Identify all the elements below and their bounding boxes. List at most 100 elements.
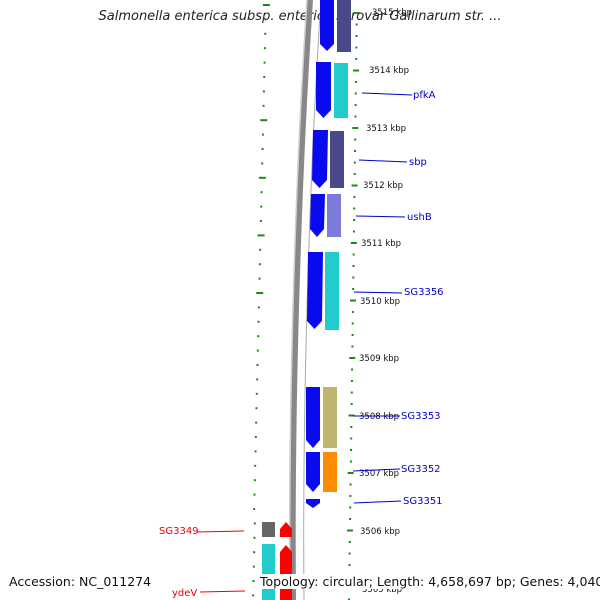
gc-tick bbox=[262, 90, 265, 93]
scale-tick bbox=[352, 265, 355, 267]
tick-label-3510: 3510 kbp bbox=[360, 297, 400, 307]
map-title: Salmonella enterica subsp. enterica sero… bbox=[98, 9, 502, 24]
cog-block[interactable] bbox=[325, 252, 339, 330]
cog-block[interactable] bbox=[337, 0, 351, 52]
gc-tick bbox=[252, 594, 255, 597]
gc-tick bbox=[256, 349, 259, 352]
gc-tick bbox=[264, 32, 267, 35]
accession-text: Accession: NC_011274 bbox=[8, 574, 153, 589]
gene-label-sbp[interactable]: sbp bbox=[409, 157, 427, 168]
gene-arrow[interactable] bbox=[312, 130, 328, 188]
gc-tick bbox=[262, 4, 270, 6]
gc-tick bbox=[261, 162, 264, 165]
kbp-scale bbox=[346, 12, 360, 600]
scale-tick bbox=[350, 403, 353, 405]
gc-tick bbox=[254, 450, 257, 453]
gene-label-ydeV[interactable]: ydeV bbox=[172, 588, 197, 599]
tick-label-3513: 3513 kbp bbox=[366, 124, 406, 134]
gc-tick bbox=[255, 392, 258, 395]
tick-label-3511: 3511 kbp bbox=[361, 239, 401, 249]
gc-tick bbox=[259, 220, 262, 222]
scale-tick bbox=[354, 92, 357, 95]
scale-tick bbox=[348, 564, 351, 566]
tick-label-3506: 3506 kbp bbox=[360, 527, 400, 537]
gc-tick bbox=[263, 47, 266, 50]
scale-tick bbox=[351, 184, 358, 187]
gc-tick bbox=[260, 205, 263, 208]
gc-tick bbox=[255, 421, 258, 424]
gc-tick bbox=[264, 18, 267, 21]
scale-tick bbox=[349, 483, 352, 486]
tick-label-3505: 3505 kbp bbox=[362, 585, 402, 595]
gc-tick bbox=[254, 464, 257, 467]
scale-tick bbox=[348, 552, 351, 555]
scale-tick bbox=[351, 368, 354, 371]
gc-tick bbox=[254, 436, 257, 438]
cog-block[interactable] bbox=[262, 544, 275, 600]
gene-label-SG3351[interactable]: SG3351 bbox=[403, 496, 443, 507]
scale-tick bbox=[350, 437, 353, 440]
tick-label-3512: 3512 kbp bbox=[363, 181, 403, 191]
tick-label-3508: 3508 kbp bbox=[359, 412, 399, 422]
gene-label-SG3352[interactable]: SG3352 bbox=[401, 464, 441, 475]
scale-tick bbox=[348, 598, 351, 600]
gc-tick bbox=[263, 76, 266, 78]
scale-tick bbox=[350, 299, 357, 302]
scale-tick bbox=[349, 506, 352, 509]
scale-tick bbox=[354, 150, 356, 152]
scale-tick bbox=[347, 472, 354, 474]
gene-label-ushB[interactable]: ushB bbox=[407, 212, 432, 223]
gene-arrow[interactable] bbox=[310, 194, 325, 237]
gene-labels: pfkA sbp ushB SG3356 SG3353 SG3352 SG335… bbox=[159, 90, 444, 599]
gc-tick bbox=[260, 119, 268, 122]
scale-tick bbox=[348, 541, 351, 543]
gene-arrow[interactable] bbox=[306, 452, 320, 492]
cog-block[interactable] bbox=[262, 522, 275, 537]
gene-arrow[interactable] bbox=[280, 545, 292, 600]
cog-block[interactable] bbox=[323, 452, 337, 492]
scale-tick bbox=[349, 357, 356, 359]
scale-tick bbox=[353, 69, 360, 72]
gc-tick bbox=[255, 407, 258, 410]
gene-arrow[interactable] bbox=[306, 387, 320, 448]
gene-arrow[interactable] bbox=[316, 62, 331, 118]
cog-block[interactable] bbox=[323, 387, 337, 448]
gene-arrow[interactable] bbox=[320, 0, 334, 51]
kbp-tick-labels: 3515 kbp 3514 kbp 3513 kbp 3512 kbp 3511… bbox=[359, 8, 412, 595]
tick-label-3507: 3507 kbp bbox=[359, 469, 399, 479]
scale-tick bbox=[352, 276, 355, 279]
gc-tick bbox=[258, 263, 261, 266]
cog-block[interactable] bbox=[334, 63, 348, 118]
gene-arrow[interactable] bbox=[306, 499, 320, 508]
gene-label-pfkA[interactable]: pfkA bbox=[413, 90, 436, 101]
gene-arrow[interactable] bbox=[280, 522, 292, 537]
gene-label-SG3349[interactable]: SG3349 bbox=[159, 526, 199, 537]
scale-tick bbox=[353, 161, 356, 164]
scale-tick bbox=[355, 35, 358, 37]
scale-tick bbox=[350, 391, 353, 394]
gc-tick bbox=[253, 479, 256, 482]
gc-tick bbox=[260, 191, 263, 194]
scale-tick bbox=[354, 115, 357, 118]
gc-tick bbox=[253, 493, 256, 496]
gene-arrow[interactable] bbox=[307, 252, 323, 329]
scale-tick bbox=[353, 196, 356, 198]
gene-label-SG3353[interactable]: SG3353 bbox=[401, 411, 441, 422]
scale-tick bbox=[350, 449, 353, 451]
scale-tick bbox=[353, 12, 360, 14]
scale-tick bbox=[354, 81, 357, 83]
cog-block[interactable] bbox=[330, 131, 344, 188]
gc-tick bbox=[263, 61, 266, 64]
gc-tick bbox=[253, 536, 256, 539]
scale-tick bbox=[353, 173, 356, 175]
gc-tick bbox=[253, 522, 256, 525]
cog-block[interactable] bbox=[327, 194, 341, 237]
scale-tick bbox=[351, 334, 354, 336]
scale-tick bbox=[351, 322, 354, 325]
scale-tick bbox=[354, 104, 357, 106]
gene-label-SG3356[interactable]: SG3356 bbox=[404, 287, 444, 298]
scale-tick bbox=[350, 380, 353, 382]
tick-label-3509: 3509 kbp bbox=[359, 354, 399, 364]
scale-tick bbox=[349, 495, 352, 497]
